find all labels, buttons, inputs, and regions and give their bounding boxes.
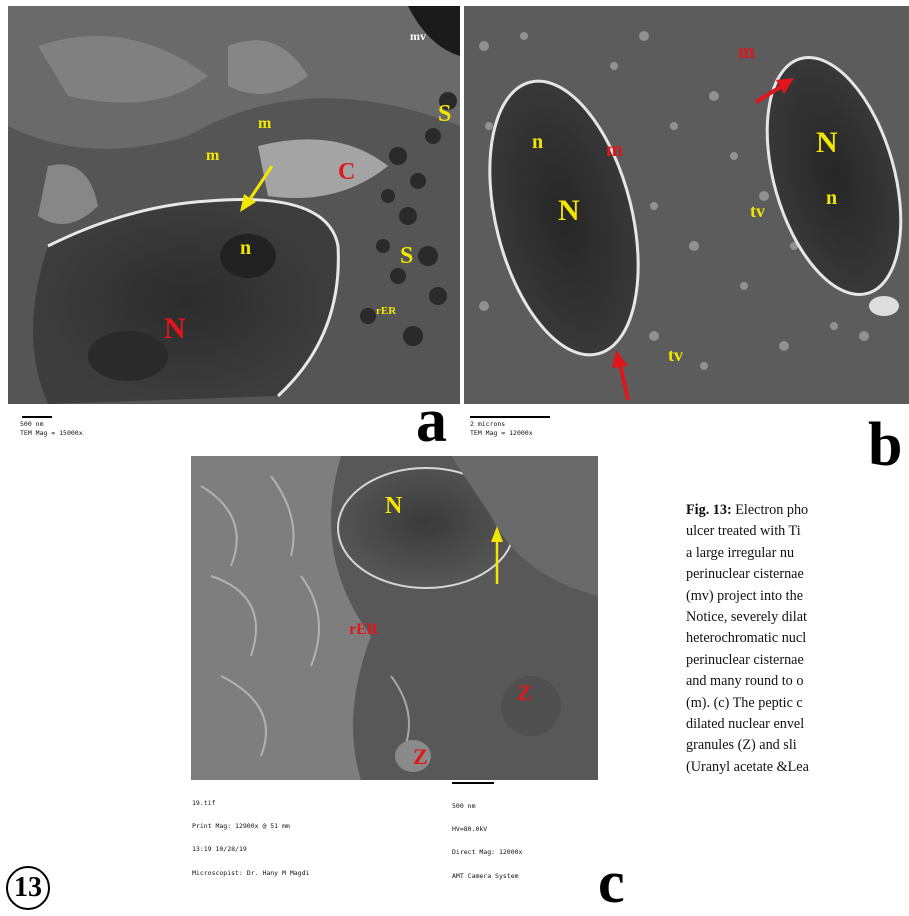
label-m-upper: m <box>258 115 272 132</box>
panel-letter-b: b <box>868 411 903 479</box>
label-m-b-mid: m <box>606 139 623 161</box>
info-timestamp: 13:19 10/28/19 <box>192 845 247 854</box>
label-Z-lower: Z <box>413 744 428 769</box>
caption-line-7: heterochromatic nucl <box>686 630 807 647</box>
label-tv-lower: tv <box>668 345 683 365</box>
scale-bar-c <box>452 782 494 784</box>
red-arrow-top-icon <box>754 78 794 104</box>
label-S-lower: S <box>400 243 414 269</box>
yellow-arrow-c-icon <box>491 526 503 584</box>
panel-a-texture <box>8 6 460 404</box>
label-n-b-right: n <box>826 187 838 209</box>
yellow-arrow-icon <box>240 165 274 212</box>
scale-text-a: 500 nm <box>20 420 44 428</box>
caption-line-5: (mv) project into the <box>686 587 804 604</box>
red-arrow-bottom-icon <box>612 350 630 401</box>
info-print-mag: Print Mag: 12900x @ 51 mm <box>192 821 290 830</box>
panel-a-micrograph: mv S m m C n S rER N <box>8 6 460 404</box>
caption-line-3: a large irregular nu <box>686 544 795 561</box>
info-direct-mag: Direct Mag: 12000x <box>452 848 523 857</box>
caption-line-6: Notice, severely dilat <box>686 609 807 626</box>
label-rER-c: rER <box>349 621 379 638</box>
panel-letter-c: c <box>598 849 625 915</box>
caption-line-1-text: Electron pho <box>731 502 809 518</box>
panel-b-texture <box>464 6 909 404</box>
mag-text-a: TEM Mag = 15000x <box>20 429 83 437</box>
caption-line-12: granules (Z) and sli <box>686 737 797 754</box>
label-N-c: N <box>385 493 403 519</box>
caption-line-9: and many round to o <box>686 673 804 690</box>
panel-letter-a: a <box>416 387 447 455</box>
caption-line-2: ulcer treated with Ti <box>686 523 801 540</box>
mag-text-b: TEM Mag = 12000x <box>470 429 533 437</box>
caption-line-4: perinuclear cisternae <box>686 566 804 583</box>
figure-number-badge: 13 <box>6 866 50 910</box>
label-m-b-top: m <box>738 41 755 63</box>
label-n: n <box>240 237 252 259</box>
label-S-upper: S <box>438 101 452 127</box>
panel-c-info-left: 19.tif Print Mag: 12900x @ 51 mm 13:19 1… <box>192 784 309 885</box>
label-N: N <box>164 312 186 345</box>
caption-line-10: (m). (c) The peptic c <box>686 694 803 711</box>
info-microscopist: Microscopist: Dr. Hany M Magdi <box>192 868 310 877</box>
panel-b-micrograph: m n m N N n tv tv <box>464 6 909 404</box>
label-N-b-right: N <box>816 126 838 159</box>
label-C: C <box>338 159 356 185</box>
scale-text-b: 2 microns <box>470 420 506 428</box>
caption-line-8: perinuclear cisternae <box>686 651 804 668</box>
label-rER: rER <box>376 305 397 317</box>
caption-line-11: dilated nuclear envel <box>686 716 805 733</box>
label-N-b-left: N <box>558 194 580 227</box>
panel-c-micrograph: N rER Z Z <box>191 456 598 780</box>
panel-c-texture <box>191 456 598 780</box>
info-camera: AMT Camera System <box>452 871 519 880</box>
caption-line-13: (Uranyl acetate &Lea <box>686 758 809 775</box>
figure-caption: Fig. 13: Electron pho ulcer treated with… <box>686 500 909 778</box>
scale-bar-a <box>22 416 52 418</box>
caption-prefix: Fig. 13: <box>686 502 732 518</box>
label-tv-upper: tv <box>750 201 765 221</box>
info-scale: 500 nm <box>452 801 476 810</box>
caption-line-1: Fig. 13: Electron pho <box>686 500 909 521</box>
label-n-b-left: n <box>532 131 544 153</box>
label-Z-upper: Z <box>517 680 532 705</box>
label-m-lower: m <box>206 147 220 164</box>
label-mv: mv <box>410 29 426 43</box>
info-hv: HV=80.0kV <box>452 824 488 833</box>
scale-bar-b <box>470 416 550 418</box>
red-arrows <box>612 78 794 401</box>
info-filename: 19.tif <box>192 798 216 807</box>
panel-c-info-right: 500 nm HV=80.0kV Direct Mag: 12000x AMT … <box>452 787 522 888</box>
